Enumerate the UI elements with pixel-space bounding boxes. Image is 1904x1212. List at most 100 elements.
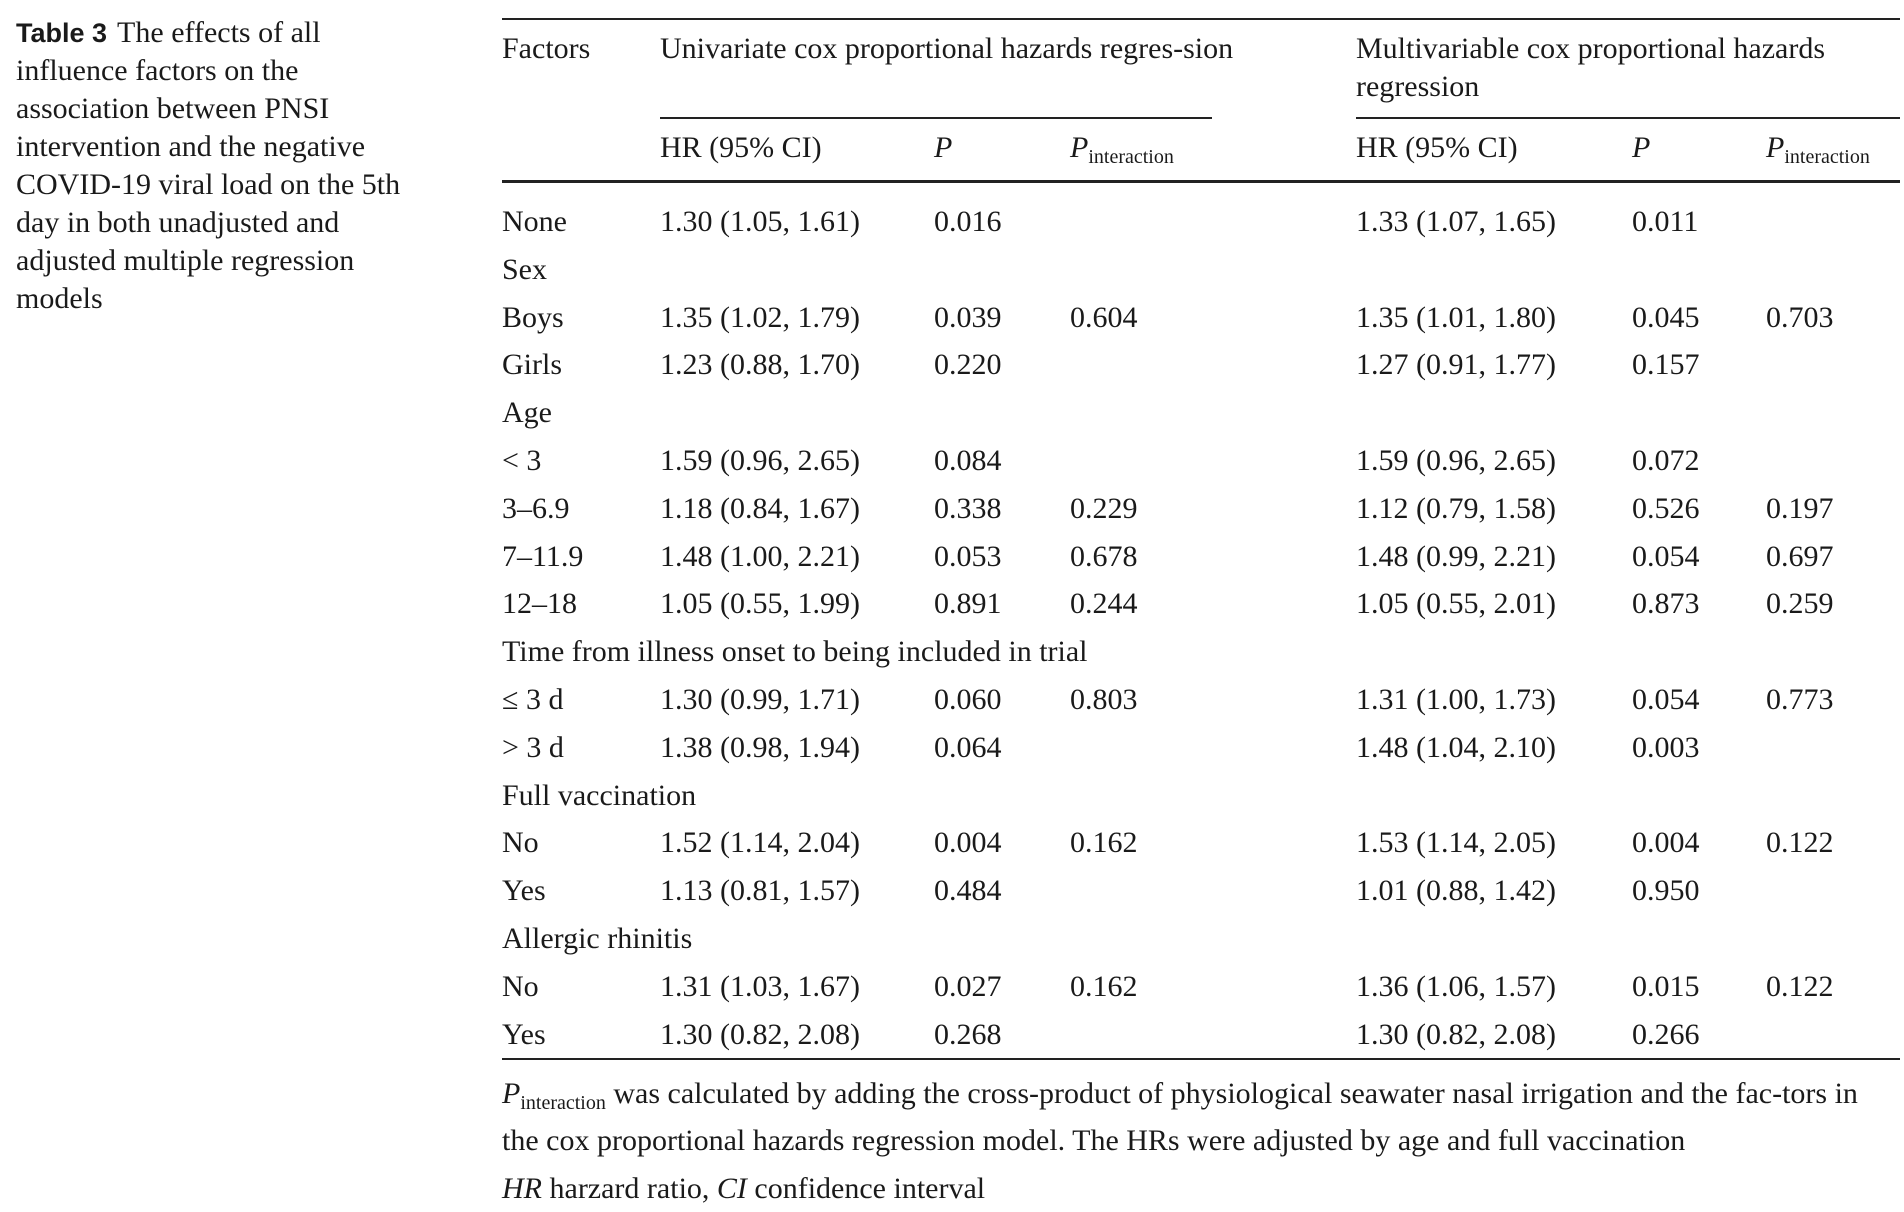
univariate-p-interaction: 0.244: [1070, 587, 1138, 621]
univariate-hr: 1.52 (1.14, 2.04): [660, 826, 860, 860]
table-caption: Table 3 The effects of all influence fact…: [16, 14, 436, 318]
multivariable-hr: 1.35 (1.01, 1.80): [1356, 300, 1556, 334]
univariate-p: 0.060: [934, 682, 1002, 716]
univariate-p: 0.039: [934, 300, 1002, 334]
row-factor: None: [502, 205, 567, 238]
univariate-hr: 1.30 (0.99, 1.71): [660, 682, 860, 716]
header-u-pinteraction: Pinteraction: [1070, 131, 1174, 168]
caption-text: The effects of all influence factors on …: [16, 16, 401, 315]
header-m-hr: HR (95% CI): [1356, 131, 1518, 164]
univariate-p: 0.484: [934, 874, 1002, 908]
multivariable-hr: 1.53 (1.14, 2.05): [1356, 826, 1556, 860]
multivariable-p: 0.003: [1632, 730, 1700, 764]
multivariable-hr: 1.48 (1.04, 2.10): [1356, 730, 1556, 764]
row-factor: Boys: [502, 300, 564, 334]
multivariable-p-interaction: 0.773: [1766, 682, 1834, 716]
table-bottom-rule: [502, 1058, 1900, 1060]
header-factors: Factors: [502, 32, 591, 65]
footnote-interaction: Pinteraction was calculated by adding th…: [502, 1077, 1858, 1157]
multivariable-p: 0.015: [1632, 969, 1700, 1003]
multivariable-p-interaction: 0.703: [1766, 300, 1834, 334]
table-row: Allergic rhinitis: [502, 915, 1900, 963]
table-row: Yes 1.30 (0.82, 2.08) 0.268 1.30 (0.82, 2.0…: [502, 1011, 1900, 1059]
univariate-p: 0.004: [934, 826, 1002, 860]
univariate-hr: 1.23 (0.88, 1.70): [660, 348, 860, 382]
table-row: Yes 1.13 (0.81, 1.57) 0.484 1.01 (0.88, 1.4…: [502, 867, 1900, 915]
table-footnote: Pinteraction was calculated by adding th…: [502, 1075, 1900, 1208]
row-factor: Yes: [502, 1017, 546, 1051]
row-factor: > 3 d: [502, 730, 564, 764]
multivariable-p: 0.004: [1632, 826, 1700, 860]
univariate-p: 0.016: [934, 205, 1002, 238]
header-m-pinteraction: Pinteraction: [1766, 131, 1870, 168]
multivariable-hr: 1.05 (0.55, 2.01): [1356, 587, 1556, 621]
table-row: < 3 1.59 (0.96, 2.65) 0.084 1.59 (0.96, 2.6…: [502, 437, 1900, 485]
univariate-p: 0.027: [934, 969, 1002, 1003]
table-row: Boys 1.35 (1.02, 1.79) 0.039 0.604 1.35 (1.0…: [502, 294, 1900, 342]
row-factor: No: [502, 969, 539, 1003]
table-row: ≤ 3 d 1.30 (0.99, 1.71) 0.060 0.803 1.31 (1.…: [502, 676, 1900, 724]
univariate-hr: 1.31 (1.03, 1.67): [660, 969, 860, 1003]
row-factor: Allergic rhinitis: [502, 921, 693, 955]
univariate-p-interaction: 0.803: [1070, 682, 1138, 716]
row-factor: Yes: [502, 874, 546, 908]
univariate-hr: 1.35 (1.02, 1.79): [660, 300, 860, 334]
table-row: Age: [502, 389, 1900, 437]
table-row: 3–6.9 1.18 (0.84, 1.67) 0.338 0.229 1.12 (0.…: [502, 485, 1900, 533]
multivariable-hr: 1.27 (0.91, 1.77): [1356, 348, 1556, 382]
table-row: None 1.30 (1.05, 1.61) 0.016 1.33 (1.07, 1.…: [502, 198, 1900, 246]
univariate-p-interaction: 0.678: [1070, 539, 1138, 573]
header-univariate: Univariate cox proportional hazards regr…: [660, 32, 1234, 65]
multivariable-p: 0.011: [1632, 205, 1699, 238]
results-table: Factors Univariate cox proportional haza…: [502, 18, 1900, 1063]
row-factor: 7–11.9: [502, 539, 584, 573]
multivariable-hr: 1.36 (1.06, 1.57): [1356, 969, 1556, 1003]
univariate-subrule: [660, 117, 1212, 119]
multivariable-p-interaction: 0.122: [1766, 826, 1834, 860]
univariate-hr: 1.13 (0.81, 1.57): [660, 874, 860, 908]
univariate-p: 0.053: [934, 539, 1002, 573]
multivariable-hr: 1.01 (0.88, 1.42): [1356, 874, 1556, 908]
univariate-p-interaction: 0.162: [1070, 969, 1138, 1003]
multivariable-p-interaction: 0.259: [1766, 587, 1834, 621]
header-u-p: P: [934, 131, 953, 164]
univariate-p: 0.268: [934, 1017, 1002, 1051]
table-top-rule: [502, 18, 1900, 20]
multivariable-hr: 1.33 (1.07, 1.65): [1356, 205, 1556, 238]
univariate-hr: 1.38 (0.98, 1.94): [660, 730, 860, 764]
row-factor: < 3: [502, 443, 542, 477]
univariate-hr: 1.48 (1.00, 2.21): [660, 539, 860, 573]
multivariable-hr: 1.30 (0.82, 2.08): [1356, 1017, 1556, 1051]
multivariable-subrule: [1356, 117, 1900, 119]
table-body: None 1.30 (1.05, 1.61) 0.016 1.33 (1.07, 1.…: [502, 198, 1900, 1058]
univariate-hr: 1.18 (0.84, 1.67): [660, 491, 860, 525]
table-row: > 3 d 1.38 (0.98, 1.94) 0.064 1.48 (1.04, 2…: [502, 724, 1900, 772]
multivariable-p: 0.045: [1632, 300, 1700, 334]
header-multivariable: Multivariable cox proportional hazards r…: [1356, 32, 1826, 103]
multivariable-p: 0.054: [1632, 539, 1700, 573]
multivariable-hr: 1.59 (0.96, 2.65): [1356, 443, 1556, 477]
univariate-p: 0.338: [934, 491, 1002, 525]
univariate-p-interaction: 0.162: [1070, 826, 1138, 860]
header-u-hr: HR (95% CI): [660, 131, 822, 164]
row-factor: Girls: [502, 348, 562, 382]
univariate-p: 0.891: [934, 587, 1002, 621]
header-m-p: P: [1632, 131, 1651, 164]
univariate-p: 0.064: [934, 730, 1002, 764]
table-header-rule: [502, 180, 1900, 183]
multivariable-p: 0.072: [1632, 443, 1700, 477]
multivariable-p-interaction: 0.122: [1766, 969, 1834, 1003]
univariate-p-interaction: 0.229: [1070, 491, 1138, 525]
table-label: Table 3: [16, 18, 108, 48]
multivariable-hr: 1.31 (1.00, 1.73): [1356, 682, 1556, 716]
row-factor: Age: [502, 396, 552, 430]
table-row: 12–18 1.05 (0.55, 1.99) 0.891 0.244 1.05 (0.…: [502, 580, 1900, 628]
univariate-hr: 1.59 (0.96, 2.65): [660, 443, 860, 477]
multivariable-p: 0.054: [1632, 682, 1700, 716]
row-factor: Sex: [502, 252, 547, 286]
footnote-abbreviations: HR harzard ratio, CI confidence interval: [502, 1172, 986, 1205]
multivariable-p: 0.157: [1632, 348, 1700, 382]
univariate-hr: 1.05 (0.55, 1.99): [660, 587, 860, 621]
table-row: No 1.52 (1.14, 2.04) 0.004 0.162 1.53 (1.14,…: [502, 819, 1900, 867]
table-row: 7–11.9 1.48 (1.00, 2.21) 0.053 0.678 1.48 (0…: [502, 533, 1900, 581]
